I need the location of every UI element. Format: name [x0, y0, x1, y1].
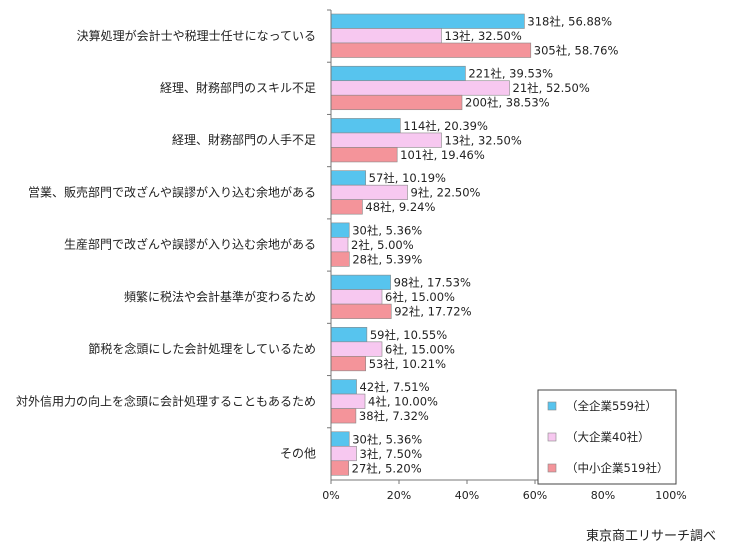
data-label: 200社, 38.53% — [465, 96, 550, 110]
bar-series-1 — [330, 65, 466, 82]
legend-box — [537, 389, 677, 485]
bar-series-3 — [330, 408, 357, 424]
data-label: 305社, 58.76% — [534, 44, 619, 58]
bar-series-1 — [330, 431, 350, 447]
data-label: 30社, 5.36% — [352, 223, 422, 237]
bar-series-1 — [330, 170, 366, 186]
category-label: 生産部門で改ざんや誤謬が入り込む余地がある — [64, 237, 316, 252]
bar-series-1 — [330, 327, 368, 343]
data-label: 2社, 5.00% — [351, 238, 414, 252]
data-label: 21社, 52.50% — [513, 81, 590, 95]
bar-series-2 — [330, 289, 383, 305]
bar-series-3 — [330, 199, 363, 215]
bar-series-2 — [330, 132, 442, 148]
bar-series-2 — [330, 28, 442, 44]
bar-series-3 — [330, 42, 532, 58]
data-label: 27社, 5.20% — [352, 461, 422, 475]
category-label: 営業、販売部門で改ざんや誤謬が入り込む余地がある — [28, 184, 316, 199]
data-label: 4社, 10.00% — [368, 395, 438, 409]
data-label: 114社, 20.39% — [403, 119, 488, 133]
data-label: 9社, 22.50% — [411, 186, 481, 200]
data-label: 13社, 32.50% — [445, 133, 522, 147]
legend-label: （全企業559社） — [566, 399, 657, 413]
bar-series-1 — [330, 222, 350, 238]
bar-series-2 — [330, 393, 366, 409]
category-label: その他 — [280, 447, 316, 461]
bar-series-1 — [330, 13, 525, 29]
data-label: 13社, 32.50% — [445, 29, 522, 43]
x-tick-label: 60% — [523, 489, 547, 502]
category-label: 経理、財務部門のスキル不足 — [160, 80, 316, 95]
data-label: 92社, 17.72% — [394, 305, 471, 319]
category-label: 対外信用力の向上を念頭に会計処理することもあるため — [16, 393, 316, 408]
x-tick-label: 100% — [655, 489, 686, 502]
bar-series-3 — [330, 251, 350, 267]
legend-label: （中小企業519社） — [566, 461, 668, 475]
data-label: 101社, 19.46% — [400, 148, 485, 162]
category-label: 決算処理が会計士や税理士任せになっている — [77, 28, 316, 43]
legend-label: （大企業40社） — [566, 430, 650, 444]
bar-series-3 — [330, 356, 367, 372]
bar-series-2 — [330, 80, 510, 96]
bar-series-1 — [330, 379, 357, 395]
bar-series-1 — [330, 274, 391, 290]
data-label: 98社, 17.53% — [394, 276, 471, 290]
data-label: 59社, 10.55% — [370, 328, 447, 342]
data-label: 42社, 7.51% — [360, 380, 430, 394]
data-label: 48社, 9.24% — [365, 200, 435, 214]
category-label: 経理、財務部門の人手不足 — [172, 132, 316, 147]
x-tick-label: 80% — [591, 489, 615, 502]
bar-series-2 — [330, 341, 383, 357]
data-label: 30社, 5.36% — [352, 432, 422, 446]
data-label: 57社, 10.19% — [369, 171, 446, 185]
bar-series-2 — [330, 445, 357, 462]
data-label: 6社, 15.00% — [385, 342, 455, 356]
category-label: 頻繁に税法や会計基準が変わるため — [124, 289, 316, 304]
data-label: 3社, 7.50% — [360, 447, 423, 461]
legend-swatch — [547, 432, 557, 442]
bar-series-1 — [330, 118, 401, 134]
data-label: 53社, 10.21% — [369, 357, 446, 371]
bar-series-3 — [330, 460, 349, 476]
bar-series-2 — [330, 237, 349, 253]
data-label: 221社, 39.53% — [468, 67, 553, 81]
data-label: 28社, 5.39% — [352, 252, 422, 266]
x-tick-label: 40% — [455, 489, 479, 502]
bar-series-2 — [330, 184, 408, 200]
x-tick-label: 0% — [322, 489, 339, 502]
x-tick-label: 20% — [387, 489, 411, 502]
bar-series-3 — [330, 303, 392, 319]
legend-swatch — [547, 401, 557, 411]
data-label: 318社, 56.88% — [527, 15, 612, 29]
data-label: 38社, 7.32% — [359, 409, 429, 423]
bar-series-3 — [330, 147, 398, 163]
legend-swatch — [547, 463, 557, 473]
data-label: 6社, 15.00% — [385, 290, 455, 304]
bar-series-3 — [330, 94, 463, 111]
category-label: 節税を念頭にした会計処理をしているため — [88, 341, 316, 356]
source-note: 東京商工リサーチ調べ — [585, 529, 716, 544]
